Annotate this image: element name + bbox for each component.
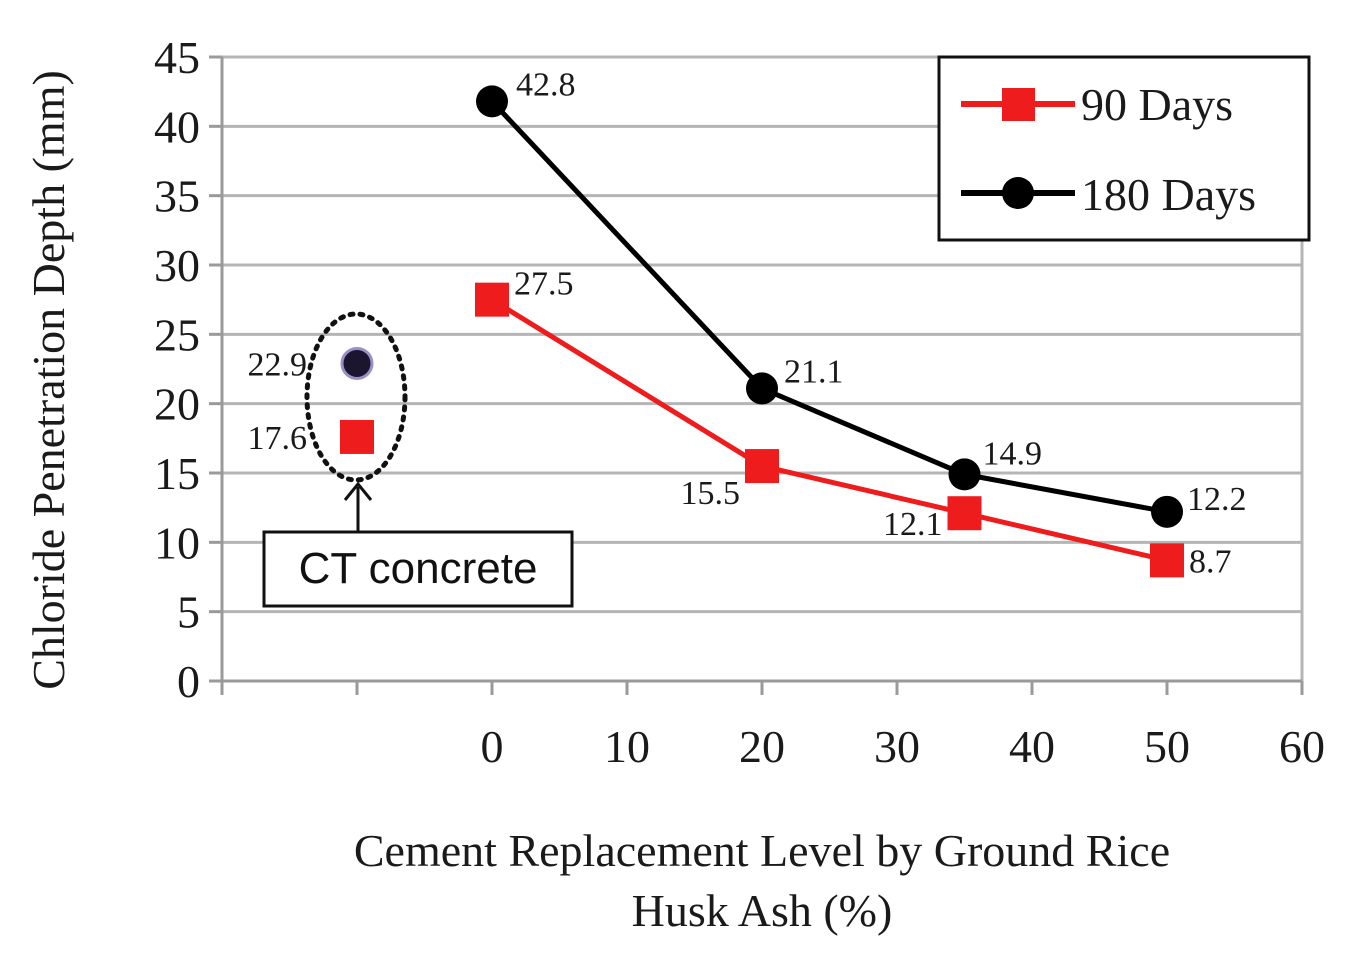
legend-marker-180-days [1002,177,1034,209]
y-tick-label: 35 [154,171,200,222]
ct-highlight-ellipse [304,311,408,483]
x-tick-label: 0 [481,721,504,772]
y-tick-label: 30 [154,240,200,291]
x-tick-label: 20 [739,721,785,772]
y-tick-label: 0 [177,656,200,707]
y-tick-label: 40 [154,101,200,152]
data-label-90-days: 8.7 [1189,543,1232,580]
y-axis-title: Chloride Penetration Depth (mm) [23,70,74,690]
data-point-90-days [475,282,509,317]
ct-arrow-head [343,481,373,501]
y-tick-label: 15 [154,448,200,499]
data-point-90-days [745,449,779,484]
y-tick-label: 5 [177,587,200,638]
ct-point-180-days [340,346,374,380]
legend-marker-90-days [1002,88,1035,121]
ct-label-box [262,530,574,608]
x-axis-title-line-1: Cement Replacement Level by Ground Rice [354,825,1170,876]
y-tick-label: 20 [154,379,200,430]
data-point-90-days [1150,543,1184,578]
data-label-180-days: 42.8 [516,66,576,103]
axes: 0 5 10 15 20 25 30 35 40 45 0 10 20 30 40 50 60 [154,32,1325,772]
legend: 90 Days 180 Days [937,55,1311,242]
data-point-180-days [746,372,778,405]
data-markers [340,85,1184,578]
data-point-180-days [476,85,508,118]
legend-label-180-days: 180 Days [1081,169,1256,220]
x-tick-label: 50 [1144,721,1190,772]
data-label-90-days: 27.5 [514,266,574,303]
legend-box [937,55,1311,242]
data-label-90-days: 12.1 [883,506,943,543]
x-tick-label: 10 [604,721,650,772]
x-tick-label: 60 [1279,721,1325,772]
data-label-90-days: 15.5 [681,475,741,512]
data-labels: 27.5 15.5 12.1 8.7 42.8 21.1 14.9 12.2 17.6 22.9 [248,66,1247,580]
y-tick-label: 45 [154,32,200,83]
x-axis-title-line-2: Husk Ash (%) [632,885,893,936]
ct-label: CT concrete [299,544,538,593]
x-tick-label: 30 [874,721,920,772]
data-label-180-days: 14.9 [983,435,1043,472]
legend-label-90-days: 90 Days [1081,79,1233,130]
ct-point-90-days [340,419,374,454]
data-point-180-days [948,458,981,491]
y-tick-label: 25 [154,309,200,360]
ct-annotation: CT concrete [262,311,574,608]
x-tick-label: 40 [1009,721,1055,772]
ct-label-90-days: 17.6 [248,420,308,457]
series-lines [490,99,1168,563]
ct-label-180-days: 22.9 [248,346,308,383]
y-tick-label: 10 [154,517,200,568]
series-line-180-days [490,99,1168,515]
data-label-180-days: 21.1 [784,353,844,390]
data-label-180-days: 12.2 [1187,481,1247,518]
data-point-90-days [947,496,982,531]
data-point-180-days [1151,495,1183,528]
series-line-90-days [490,297,1168,563]
